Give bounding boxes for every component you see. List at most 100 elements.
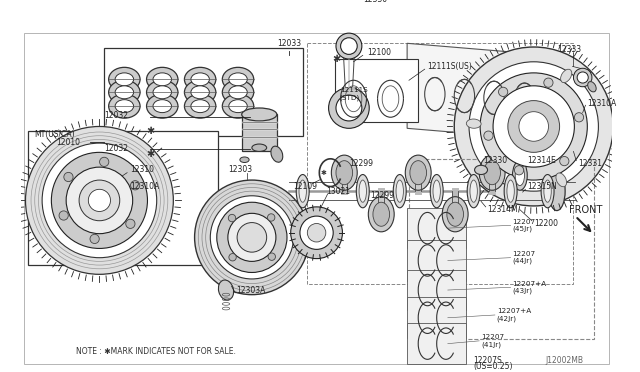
Bar [409,159,594,339]
Ellipse shape [153,73,172,86]
Ellipse shape [184,80,216,104]
Circle shape [291,207,342,259]
Text: 12032: 12032 [104,111,128,120]
Text: 12310: 12310 [130,166,154,174]
Text: 12207S: 12207S [474,356,502,365]
Bar [407,208,467,248]
Ellipse shape [433,180,440,202]
Circle shape [484,131,493,140]
Circle shape [42,143,157,258]
Circle shape [229,254,236,261]
Circle shape [59,211,68,220]
Circle shape [560,157,569,166]
Bar [407,270,467,310]
Ellipse shape [184,67,216,92]
Circle shape [79,180,120,221]
Ellipse shape [588,81,596,92]
Ellipse shape [228,100,247,113]
Circle shape [26,126,173,274]
Text: (US=0.25): (US=0.25) [474,362,513,371]
Ellipse shape [484,161,500,185]
Bar [242,115,277,151]
Ellipse shape [515,165,525,186]
Text: FRONT: FRONT [569,205,602,215]
Ellipse shape [544,180,551,202]
Ellipse shape [332,155,357,190]
Text: 12299: 12299 [349,159,373,168]
Circle shape [228,214,236,222]
Ellipse shape [252,144,267,151]
Ellipse shape [147,67,178,92]
Ellipse shape [153,100,172,113]
Circle shape [125,219,135,228]
Text: 12303A: 12303A [236,286,266,295]
Circle shape [499,87,508,96]
Circle shape [300,216,333,249]
Ellipse shape [191,73,209,86]
Ellipse shape [218,280,234,300]
Text: 12207
(41Jr): 12207 (41Jr) [481,334,504,347]
Circle shape [90,234,99,244]
Text: 12100: 12100 [367,48,392,57]
Text: 12303: 12303 [228,166,252,174]
Ellipse shape [222,67,253,92]
Bar [407,240,467,281]
Ellipse shape [541,174,554,208]
Circle shape [336,33,362,59]
Circle shape [88,189,111,212]
Ellipse shape [373,202,390,226]
Text: ✱: ✱ [146,126,154,136]
Ellipse shape [336,161,353,185]
Ellipse shape [109,67,140,92]
Ellipse shape [430,174,443,208]
Ellipse shape [405,155,431,190]
Text: 12331: 12331 [578,159,602,168]
Text: 12207
(44Jr): 12207 (44Jr) [513,251,536,264]
Circle shape [195,180,309,295]
Circle shape [237,222,267,252]
Text: 12111S
(STD): 12111S (STD) [340,87,367,101]
Text: 12299: 12299 [370,191,394,200]
Ellipse shape [359,180,367,202]
Bar [335,59,418,122]
Circle shape [211,196,294,279]
Ellipse shape [115,100,134,113]
Text: 12010: 12010 [56,138,80,147]
Text: ✱: ✱ [333,54,341,64]
Ellipse shape [115,73,134,86]
Ellipse shape [147,80,178,104]
Circle shape [544,78,553,87]
Text: 12207+A
(43Jr): 12207+A (43Jr) [513,280,547,294]
Circle shape [574,113,584,122]
Ellipse shape [240,157,249,163]
Ellipse shape [222,80,253,104]
Ellipse shape [115,86,134,99]
Ellipse shape [147,94,178,118]
Ellipse shape [222,94,253,118]
Ellipse shape [470,180,477,202]
Circle shape [64,172,73,182]
Bar [407,298,467,338]
Ellipse shape [561,69,572,83]
Circle shape [131,181,140,190]
Ellipse shape [548,172,565,211]
Ellipse shape [242,108,277,121]
Ellipse shape [228,73,247,86]
Ellipse shape [184,94,216,118]
Circle shape [100,157,109,167]
Ellipse shape [191,100,209,113]
Text: 12310A: 12310A [130,182,159,191]
Text: 12310A: 12310A [588,99,616,108]
Text: 12200: 12200 [534,219,557,228]
Ellipse shape [368,197,394,232]
Text: 12109: 12109 [294,182,317,191]
Circle shape [336,95,362,121]
Text: MT(US/CA): MT(US/CA) [34,130,74,139]
Text: 12111S(US): 12111S(US) [428,62,472,71]
Circle shape [573,68,592,87]
Ellipse shape [271,146,283,162]
Circle shape [480,73,588,180]
Ellipse shape [479,155,505,190]
Circle shape [268,253,275,260]
Text: 12207
(45Jr): 12207 (45Jr) [513,219,536,232]
